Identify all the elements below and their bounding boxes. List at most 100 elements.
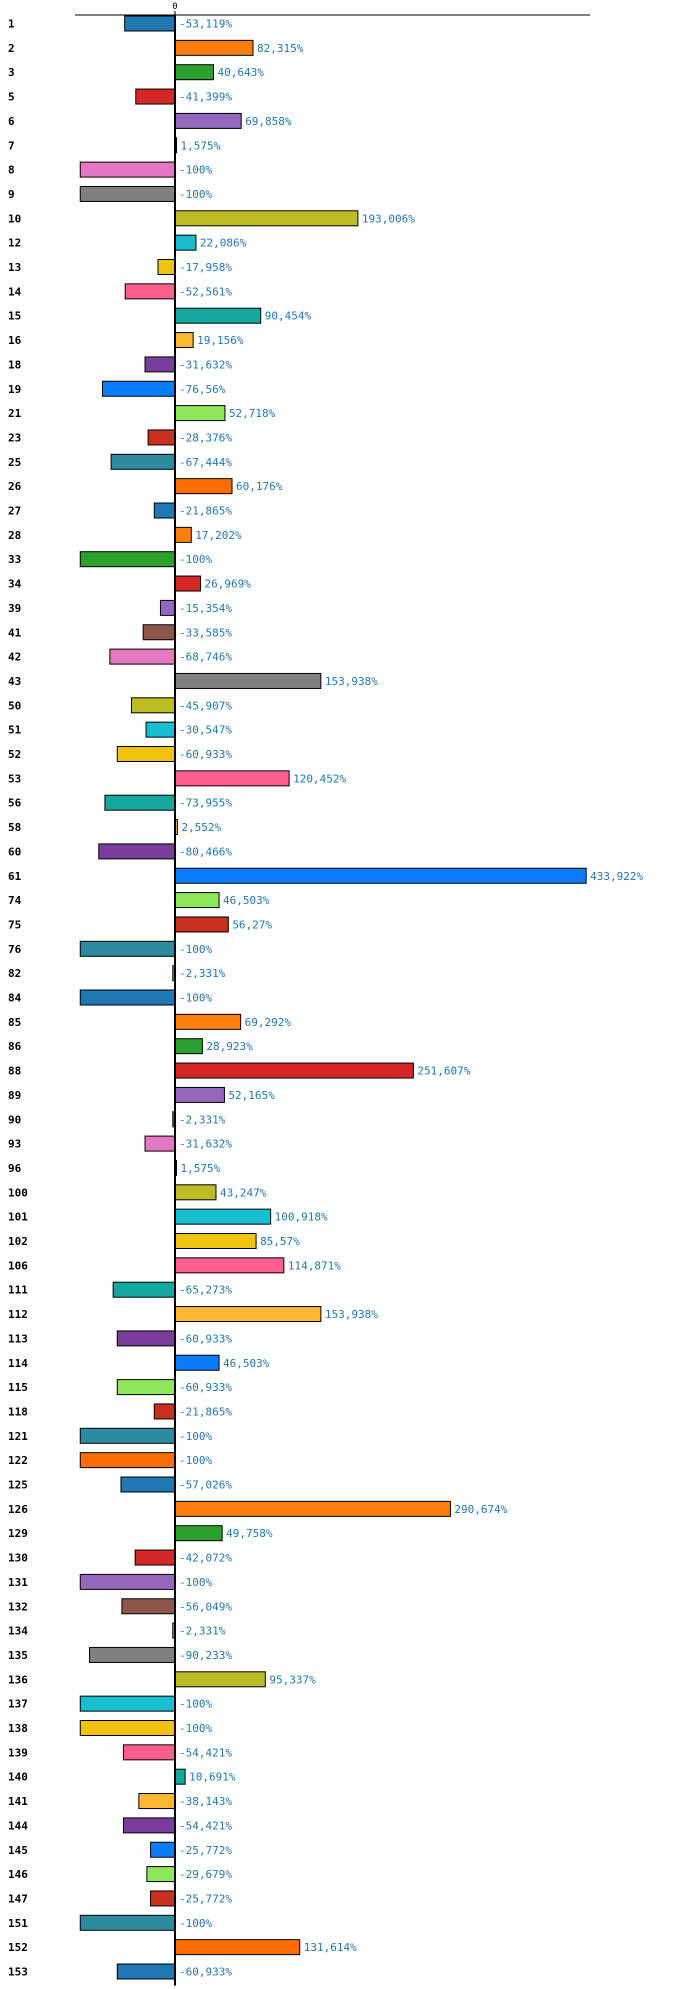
bar [142,624,176,641]
value-label: -30,547% [179,724,232,737]
value-label: 22,086% [200,237,247,250]
category-label: 144 [8,1819,28,1832]
category-label: 3 [8,66,15,79]
value-label: 1,575% [180,1162,220,1175]
category-label: 141 [8,1795,28,1808]
category-label: 93 [8,1138,21,1151]
bar [174,1500,451,1517]
value-label: 100,918% [275,1211,328,1224]
category-label: 101 [8,1211,28,1224]
bar [79,1695,176,1712]
value-label: -54,421% [179,1819,232,1832]
bar [79,185,176,202]
value-label: -68,746% [179,651,232,664]
category-label: 76 [8,943,22,956]
bar [104,794,176,811]
bar [174,916,229,933]
value-label: -15,354% [179,602,232,615]
bar [124,15,176,32]
bar [174,39,254,56]
value-label: -28,376% [179,431,232,444]
category-label: 61 [8,870,22,883]
bar [138,1793,176,1810]
value-label: 85,57% [260,1235,300,1248]
bar [150,1841,176,1858]
category-label: 106 [8,1259,28,1272]
category-label: 12 [8,237,21,250]
bar [174,234,197,251]
bar [135,88,176,105]
value-label: 290,674% [454,1503,507,1516]
bar [174,478,233,495]
category-label: 56 [8,797,22,810]
category-label: 28 [8,529,21,542]
bar [116,1379,176,1396]
bar [174,307,262,324]
bar [120,1476,176,1493]
category-label: 130 [8,1552,28,1565]
category-label: 5 [8,91,15,104]
bar [144,1135,176,1152]
value-label: -100% [179,1917,212,1930]
category-label: 53 [8,772,21,785]
category-label: 152 [8,1941,28,1954]
bar [124,283,176,300]
bar [174,1671,266,1688]
value-label: -100% [179,1576,212,1589]
value-label: 433,922% [590,870,643,883]
category-label: 39 [8,602,21,615]
category-label: 14 [8,285,22,298]
value-label: -21,865% [179,505,232,518]
category-label: 8 [8,164,15,177]
value-label: 120,452% [293,772,346,785]
category-label: 19 [8,383,21,396]
bar [174,332,194,349]
category-label: 52 [8,748,21,761]
category-label: 86 [8,1040,22,1053]
bar [174,64,215,81]
category-label: 10 [8,212,21,225]
category-label: 100 [8,1186,28,1199]
value-label: -100% [179,992,212,1005]
bar [174,1086,225,1103]
category-label: 132 [8,1600,28,1613]
value-label: -100% [179,188,212,201]
value-label: -73,955% [179,797,232,810]
value-label: -80,466% [179,845,232,858]
category-label: 18 [8,358,21,371]
bar [174,112,242,129]
value-label: 95,337% [269,1673,316,1686]
category-label: 7 [8,139,15,152]
bar [174,1939,301,1956]
bar [131,697,176,714]
category-label: 111 [8,1284,28,1297]
bar [112,1281,176,1298]
category-label: 16 [8,334,22,347]
bar [116,1330,176,1347]
value-label: 90,454% [265,310,312,323]
bar [79,940,176,957]
bar [174,1013,242,1030]
category-label: 115 [8,1381,28,1394]
category-label: 118 [8,1405,28,1418]
bar [157,259,176,275]
value-label: 19,156% [197,334,244,347]
category-label: 145 [8,1844,28,1857]
category-label: 131 [8,1576,28,1589]
value-label: 10,691% [189,1771,236,1784]
bar [153,502,176,519]
value-label: -29,679% [179,1868,232,1881]
category-label: 138 [8,1722,28,1735]
bar [147,429,176,446]
bar [174,672,322,689]
category-label: 43 [8,675,21,688]
value-label: 131,614% [304,1941,357,1954]
bar [174,1306,322,1323]
category-label: 96 [8,1162,22,1175]
category-label: 42 [8,651,21,664]
bar [174,575,202,592]
category-label: 90 [8,1113,21,1126]
category-label: 41 [8,626,22,639]
bar [79,161,176,178]
